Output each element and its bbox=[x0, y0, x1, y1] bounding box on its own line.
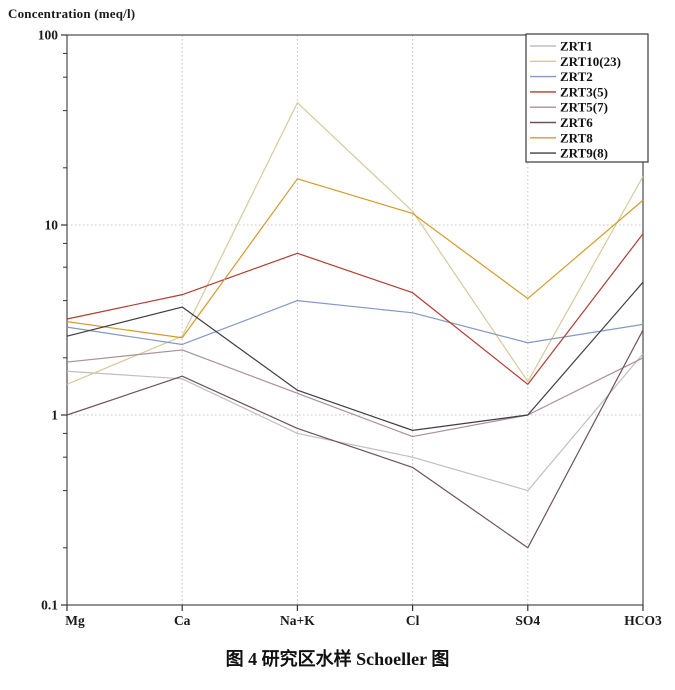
legend-label-ZRT10(23): ZRT10(23) bbox=[560, 54, 621, 69]
x-tick-label: HCO3 bbox=[624, 613, 662, 628]
series-line-ZRT9(8) bbox=[66, 281, 644, 431]
legend-box bbox=[525, 33, 649, 163]
y-tick-label: 10 bbox=[45, 218, 59, 233]
series-line-ZRT10(23) bbox=[66, 102, 644, 385]
series-line-ZRT6 bbox=[66, 329, 644, 549]
x-tick-label: Na+K bbox=[280, 613, 315, 628]
series-line-ZRT8 bbox=[66, 178, 644, 339]
series-line-ZRT1 bbox=[66, 353, 644, 492]
y-tick-label: 0.1 bbox=[41, 598, 58, 613]
x-tick-label: Ca bbox=[174, 613, 191, 628]
plot-frame bbox=[66, 34, 644, 606]
series-line-ZRT5(7) bbox=[66, 349, 644, 438]
x-tick-label: SO4 bbox=[515, 613, 540, 628]
legend-label-ZRT2: ZRT2 bbox=[560, 69, 593, 84]
legend-label-ZRT9(8): ZRT9(8) bbox=[560, 146, 608, 161]
legend-label-ZRT6: ZRT6 bbox=[560, 115, 593, 130]
x-tick-label: Cl bbox=[406, 613, 420, 628]
y-axis-title: Concentration (meq/l) bbox=[8, 6, 136, 21]
figure-caption: 图 4 研究区水样 Schoeller 图 bbox=[225, 649, 450, 669]
legend-label-ZRT8: ZRT8 bbox=[560, 130, 593, 145]
legend-label-ZRT3(5): ZRT3(5) bbox=[560, 84, 608, 99]
legend-label-ZRT5(7): ZRT5(7) bbox=[560, 100, 608, 115]
x-tick-label: Mg bbox=[65, 613, 85, 628]
series-line-ZRT3(5) bbox=[66, 233, 644, 385]
series-line-ZRT2 bbox=[66, 300, 644, 346]
y-tick-label: 1 bbox=[51, 408, 58, 423]
y-tick-label: 100 bbox=[38, 28, 59, 43]
legend-label-ZRT1: ZRT1 bbox=[560, 39, 593, 54]
